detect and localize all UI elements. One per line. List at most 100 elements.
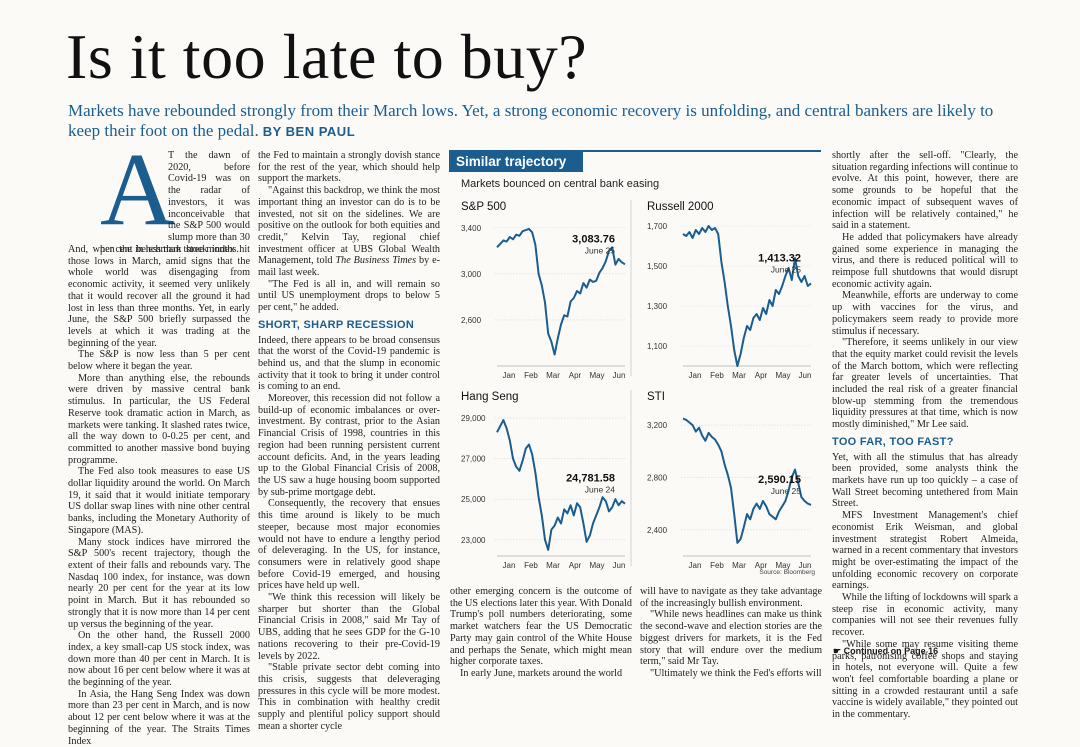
drop-cap: A [100, 132, 176, 247]
chart-1-xtick-label: Jan [689, 371, 702, 380]
continued-note[interactable]: ☛ Continued on Page 16 [833, 646, 938, 657]
article-column-3: other emerging concern is the outcome of… [450, 586, 632, 680]
col2-paragraph-2-text: "Against this backdrop, we think the mos… [258, 185, 440, 267]
chart-0-ytick-label: 3,400 [461, 224, 482, 233]
article-column-2: the Fed to maintain a strongly dovish st… [258, 150, 440, 732]
continued-text: Continued on Page 16 [843, 646, 939, 656]
chart-1-xtick-label: May [775, 371, 790, 380]
infobox-title: Similar trajectory [449, 152, 583, 172]
chart-3-xtick-label: May [775, 561, 790, 570]
chart-1-ytick-label: 1,100 [647, 342, 668, 351]
article-column-1-lower: And, when the benchmark stock index hit … [68, 244, 250, 747]
col2-paragraph-6: Consequently, the recovery that ensues t… [258, 498, 440, 592]
chart-2-title: Hang Seng [461, 391, 519, 403]
chart-2-series-line [496, 419, 626, 551]
chart-1-xtick-label: Feb [710, 371, 724, 380]
chart-0-xtick-label: Jan [503, 371, 516, 380]
col2-paragraph-5: Moreover, this recession did not follow … [258, 393, 440, 498]
chart-3-xtick-label: Jun [799, 561, 812, 570]
col4-paragraph-1: will have to navigate as they take advan… [640, 586, 822, 609]
chart-0-xtick-label: Mar [546, 371, 560, 380]
chart-3-ytick-label: 2,800 [647, 473, 668, 482]
publication-name: The Business Times [335, 255, 417, 267]
col5-paragraph-7: While the lifting of lockdowns will spar… [832, 592, 1018, 639]
chart-0-ytick-label: 3,000 [461, 270, 482, 279]
col5-paragraph-1: shortly after the sell-off. "Clearly, th… [832, 150, 1018, 232]
source-note: Source: Bloomberg [759, 569, 815, 576]
col2-paragraph-3: "The Fed is all in, and will remain so u… [258, 278, 440, 314]
col2-paragraph-8: "Stable private sector debt coming into … [258, 662, 440, 732]
chart-3-ytick-label: 2,400 [647, 526, 668, 535]
chart-1-xtick-label: Apr [755, 371, 768, 380]
charts-svg: S&P 500 3,400 3,000 2,600 Jan Feb Mar Apr May Jun… [461, 200, 812, 570]
deck-text: Markets have rebounded strongly from the… [68, 101, 994, 140]
chart-3-xtick-label: Feb [710, 561, 724, 570]
col1-paragraph-6: Many stock indices have mirrored the S&P… [68, 536, 250, 630]
col1-paragraph-4: More than anything else, the rebounds we… [68, 372, 250, 466]
chart-0-xtick-label: May [589, 371, 604, 380]
chart-3-xtick-label: Jan [689, 561, 702, 570]
chart-2-xtick-label: Feb [524, 561, 538, 570]
deck: Markets have rebounded strongly from the… [68, 101, 1018, 142]
chart-2-annotation-value: 24,781.58 [566, 473, 615, 485]
chart-3-annotation-date: June 25 [771, 486, 802, 496]
chart-0-title: S&P 500 [461, 201, 506, 213]
chart-3-ytick-label: 3,200 [647, 421, 668, 430]
chart-2-xtick-label: Mar [546, 561, 560, 570]
col2-paragraph-2-end: by e-mail last week. [258, 255, 441, 279]
chart-3-title: STI [647, 391, 665, 403]
chart-1-ytick-label: 1,700 [647, 222, 668, 231]
chart-2-ytick-label: 29,000 [461, 414, 486, 423]
col2-paragraph-2: "Against this backdrop, we think the mos… [258, 185, 440, 279]
col1-paragraph-1: T the dawn of 2020, before Covid-19 was … [100, 150, 250, 255]
col2-paragraph-7: "We think this recession will likely be … [258, 592, 440, 662]
pointing-hand-icon: ☛ [833, 646, 842, 656]
col1-paragraph-3: The S&P is now less than 5 per cent belo… [68, 349, 250, 373]
headline: Is it too late to buy? [66, 21, 588, 92]
chart-2-annotation-date: June 24 [585, 485, 616, 495]
chart-3-xtick-label: Apr [755, 561, 768, 570]
chart-2-xtick-label: May [589, 561, 604, 570]
col3-paragraph-1: other emerging concern is the outcome of… [450, 586, 632, 668]
col1-paragraph-7: On the other hand, the Russell 2000 inde… [68, 630, 250, 689]
col4-paragraph-2: "While news headlines can make us think … [640, 609, 822, 668]
chart-2-xtick-label: Jan [503, 561, 516, 570]
article-column-1: A T the dawn of 2020, before Covid-19 wa… [100, 132, 250, 255]
chart-0-xtick-label: Apr [569, 371, 582, 380]
article-column-4: will have to navigate as they take advan… [640, 586, 822, 680]
article-column-5: shortly after the sell-off. "Clearly, th… [832, 150, 1018, 721]
chart-0-series-line [496, 227, 626, 356]
col1-paragraph-2: And, when the benchmark stock index hit … [68, 244, 250, 349]
chart-3-annotation-value: 2,590.15 [758, 474, 801, 486]
byline: BY BEN PAUL [262, 124, 356, 139]
chart-0-annotation-value: 3,083.76 [572, 233, 615, 245]
chart-1-xtick-label: Mar [732, 371, 746, 380]
col5-paragraph-2: He added that policymakers have already … [832, 231, 1018, 290]
chart-1-series-line [682, 225, 812, 367]
subhead-too-far-too-fast: TOO FAR, TOO FAST? [832, 435, 954, 448]
col2-paragraph-4: Indeed, there appears to be broad consen… [258, 334, 440, 393]
col5-paragraph-4: "Therefore, it seems unlikely in our vie… [832, 337, 1018, 431]
col1-paragraph-5: The Fed also took measures to ease US do… [68, 466, 250, 536]
chart-3-series-line [682, 417, 812, 544]
chart-3-xtick-label: Mar [732, 561, 746, 570]
chart-0-xtick-label: Feb [524, 371, 538, 380]
subhead-short-sharp-recession: SHORT, SHARP RECESSION [258, 318, 415, 331]
chart-1-xtick-label: Jun [799, 371, 812, 380]
chart-0-annotation-date: June 25 [585, 245, 616, 255]
col5-paragraph-5: Yet, with all the stimulus that has alre… [832, 451, 1018, 510]
col5-paragraph-6: MFS Investment Management's chief econom… [832, 510, 1018, 592]
chart-0-xtick-label: Jun [613, 371, 626, 380]
chart-0-ytick-label: 2,600 [461, 316, 482, 325]
chart-2-ytick-label: 25,000 [461, 495, 486, 504]
chart-2-ytick-label: 23,000 [461, 536, 486, 545]
chart-2-xtick-label: Apr [569, 561, 582, 570]
chart-1-ytick-label: 1,300 [647, 302, 668, 311]
col5-paragraph-3: Meanwhile, efforts are underway to come … [832, 290, 1018, 337]
infobox-subtitle: Markets bounced on central bank easing [461, 178, 660, 190]
chart-1-ytick-label: 1,500 [647, 262, 668, 271]
chart-1-annotation-value: 1,413.32 [758, 252, 801, 264]
chart-2-ytick-label: 27,000 [461, 455, 486, 464]
col2-paragraph-1: the Fed to maintain a strongly dovish st… [258, 150, 440, 185]
chart-infobox: Similar trajectory Markets bounced on ce… [449, 150, 821, 580]
